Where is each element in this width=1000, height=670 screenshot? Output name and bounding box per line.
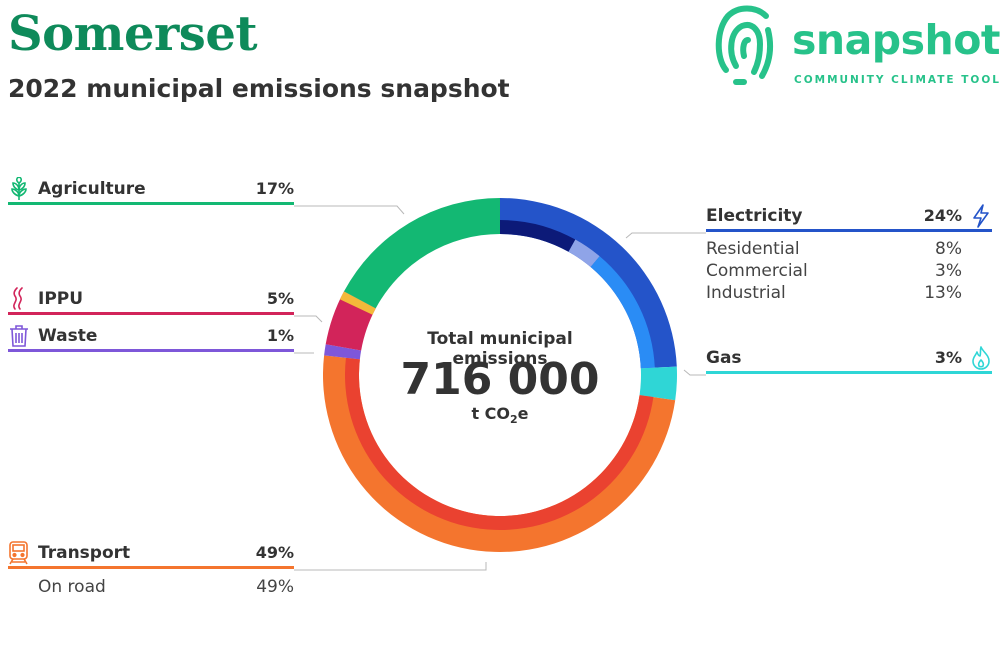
leader-line-ippu [294,315,323,323]
category-percent: 49% [255,543,294,562]
sub-percent: 3% [935,261,962,281]
category-ippu: IPPU 5% [8,287,294,315]
electricity-sub-residential: Residential 8% [706,239,962,259]
total-unit: t CO2e [380,404,620,426]
smoke-icon [13,287,23,310]
category-waste: Waste 1% [8,324,294,352]
electricity-sub-commercial: Commercial 3% [706,261,962,281]
sub-percent: 49% [256,577,294,597]
category-underline [706,229,992,232]
category-percent: 1% [266,326,294,345]
category-label: Agriculture [38,179,146,199]
slice-accent-ippu [339,291,376,315]
slice-gas [639,366,677,401]
category-percent: 3% [934,348,962,367]
total-value: 716 000 [400,354,600,405]
sub-slice-industrial [590,256,655,369]
category-underline [8,566,294,569]
trash-bin-icon [10,325,28,347]
flame-icon [972,346,990,370]
sub-slice-residential [500,220,576,252]
category-label: Electricity [706,206,803,226]
leader-line-gas [683,369,706,376]
sub-label: Commercial [706,261,808,281]
unit-subscript: 2 [510,413,518,427]
logo-wordmark: snapshot [792,16,1000,64]
category-label: Transport [38,543,131,563]
slice-waste [324,344,362,360]
leader-line-electricity [625,232,706,239]
sub-label: On road [38,577,106,597]
category-percent: 5% [266,289,294,308]
category-gas: Gas 3% [706,346,992,374]
category-underline [8,202,294,205]
slice-agriculture [343,198,500,309]
sub-slice-commercial [568,239,600,267]
category-label: Gas [706,348,742,368]
leader-line-transport [294,562,487,571]
unit-suffix: e [517,404,529,423]
sub-label: Residential [706,239,800,259]
donut-inner-ring [345,220,655,530]
category-label: IPPU [38,289,84,309]
page-subtitle: 2022 municipal emissions snapshot [8,74,510,103]
page-title: Somerset [8,6,258,62]
category-underline [8,349,294,352]
category-agriculture: Agriculture 17% [8,177,294,205]
train-icon [9,541,28,565]
leader-line-agri [294,205,405,215]
category-percent: 17% [255,179,294,198]
total-label: Total municipal emissions [427,329,573,369]
sub-percent: 13% [924,283,962,303]
category-label: Waste [38,326,98,346]
category-electricity: Electricity 24% [706,204,992,232]
electricity-sub-industrial: Industrial 13% [706,283,962,303]
category-underline [706,371,992,374]
sub-label: Industrial [706,283,786,303]
category-percent: 24% [923,206,962,225]
transport-sub-on-road: On road 49% [38,577,294,597]
wheat-icon [11,177,27,200]
category-underline [8,312,294,315]
sub-percent: 8% [935,239,962,259]
unit-prefix: t CO [471,404,511,423]
lightning-icon [973,204,989,228]
fingerprint-logo-icon [715,5,773,85]
leader-lines [294,205,706,571]
category-transport: Transport 49% [8,541,294,569]
logo-tagline: COMMUNITY CLIMATE TOOL [794,74,1000,86]
snapshot-logo: snapshot COMMUNITY CLIMATE TOOL [712,0,1000,90]
